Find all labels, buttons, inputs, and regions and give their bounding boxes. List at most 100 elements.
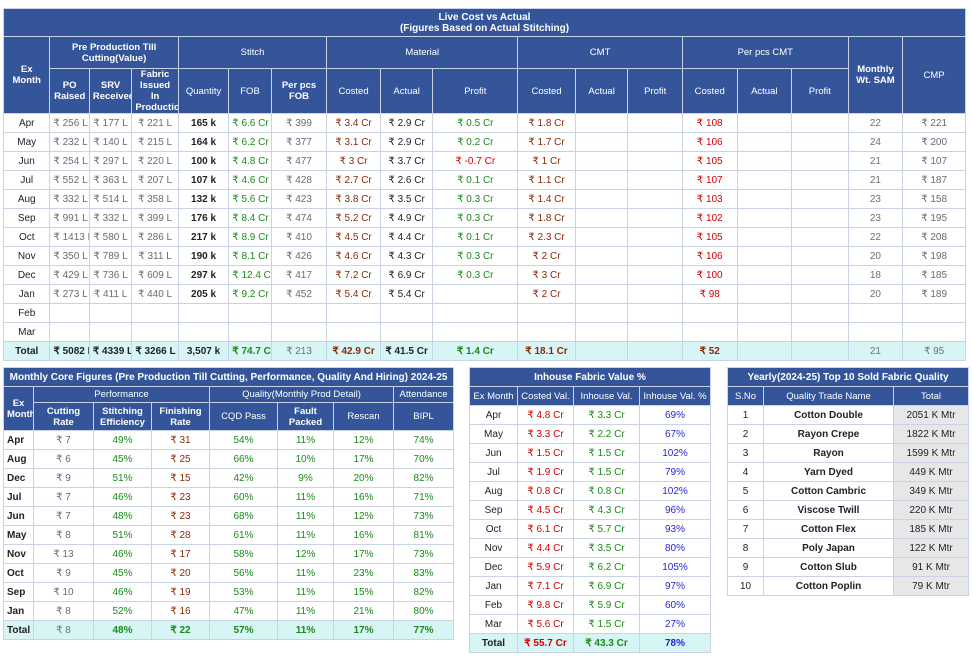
bipl-cell: 74%: [392, 430, 455, 450]
sam-cell: 21: [847, 151, 904, 171]
core-row: Oct ₹ 9 45% ₹ 20 56% 11% 23% 83%: [3, 563, 455, 583]
cmt-costed-cell: ₹ 1.7 Cr: [517, 132, 576, 152]
top10-row: 1 Cotton Double 2051 K Mtr: [727, 405, 970, 425]
quantity-cell: 132 k: [177, 189, 230, 209]
po-cell: ₹ 991 L: [49, 208, 90, 228]
quality-name-cell: Rayon: [763, 443, 894, 463]
top10-row: 10 Cotton Poplin 79 K Mtr: [727, 576, 970, 596]
total-fob-cell: ₹ 74.7 Cr: [228, 341, 272, 361]
material-actual-cell: ₹ 3.5 Cr: [379, 189, 434, 209]
fault-packed-cell: 11%: [277, 430, 334, 450]
quantity-cell: [177, 322, 230, 342]
month-cell: Mar: [469, 614, 518, 634]
stitching-eff-cell: 52%: [93, 601, 152, 621]
cutting-rate-cell: ₹ 6: [33, 449, 94, 469]
total-sam-cell: 21: [847, 341, 904, 361]
finishing-rate-cell: ₹ 16: [151, 601, 210, 621]
costed-val-cell: ₹ 1.5 Cr: [517, 443, 574, 463]
po-cell: ₹ 552 L: [49, 170, 90, 190]
main-title-text: Live Cost vs Actual: [438, 11, 531, 23]
stitching-eff-cell: 51%: [93, 525, 152, 545]
col-po-raised: PO Raised: [49, 68, 90, 114]
cmt-costed-cell: ₹ 1 Cr: [517, 151, 576, 171]
cmt-profit-cell: [627, 246, 683, 266]
top10-row: 5 Cotton Cambric 349 K Mtr: [727, 481, 970, 501]
po-cell: [49, 322, 90, 342]
quality-name-cell: Yarn Dyed: [763, 462, 894, 482]
pcs-profit-cell: [791, 284, 849, 304]
inhouse-total-row: Total ₹ 55.7 Cr ₹ 43.3 Cr 78%: [469, 633, 712, 653]
pcs-profit-cell: [791, 132, 849, 152]
live-cost-table: Live Cost vs Actual (Figures Based on Ac…: [2, 8, 966, 361]
col-pcs-costed: Costed: [681, 68, 738, 114]
sam-cell: 21: [847, 170, 904, 190]
core-col-finishing-rate: Finishing Rate: [151, 402, 210, 431]
cmt-actual-cell: [574, 284, 629, 304]
cmt-profit-cell: [627, 322, 683, 342]
month-cell: Aug: [469, 481, 518, 501]
material-costed-cell: ₹ 3 Cr: [326, 151, 381, 171]
total-mtr-cell: 122 K Mtr: [892, 538, 970, 558]
inhouse-pct-cell: 27%: [638, 614, 712, 634]
sam-cell: [847, 303, 904, 323]
total-material-profit-cell: ₹ 1.4 Cr: [432, 341, 519, 361]
col-group-material: Material: [326, 36, 519, 69]
core-row: Sep ₹ 10 46% ₹ 19 53% 11% 15% 82%: [3, 582, 455, 602]
inhouse-row: Oct ₹ 6.1 Cr ₹ 5.7 Cr 93%: [469, 519, 712, 539]
quality-name-cell: Cotton Cambric: [763, 481, 894, 501]
total-inhouse-pct-cell: 78%: [638, 633, 712, 653]
fob-cell: ₹ 4.6 Cr: [228, 170, 272, 190]
month-cell: Sep: [469, 500, 518, 520]
costed-val-cell: ₹ 4.8 Cr: [517, 405, 574, 425]
cmt-profit-cell: [627, 265, 683, 285]
top10-title: Yearly(2024-25) Top 10 Sold Fabric Quali…: [726, 367, 970, 387]
inhouse-pct-cell: 69%: [638, 405, 712, 425]
cmt-profit-cell: [627, 189, 683, 209]
stitching-eff-cell: 45%: [93, 449, 152, 469]
sam-cell: 20: [847, 284, 904, 304]
core-row: May ₹ 8 51% ₹ 28 61% 11% 16% 81%: [3, 525, 455, 545]
cmp-cell: ₹ 221: [902, 113, 966, 133]
pcs-costed-cell: ₹ 102: [681, 208, 738, 228]
pcs-costed-cell: [681, 303, 738, 323]
inhouse-pct-cell: 79%: [638, 462, 712, 482]
main-row: Jun ₹ 254 L ₹ 297 L ₹ 220 L 100 k ₹ 4.8 Cr ₹ 4…: [2, 151, 966, 171]
material-actual-cell: ₹ 2.9 Cr: [379, 113, 434, 133]
main-row: Oct ₹ 1413 L ₹ 580 L ₹ 286 L 217 k ₹ 8.9 Cr ₹ …: [2, 227, 966, 247]
total-finishing-rate-cell: ₹ 22: [151, 620, 210, 640]
fob-cell: ₹ 9.2 Cr: [228, 284, 272, 304]
cmp-cell: [902, 322, 966, 342]
total-po-cell: ₹ 5082 L: [49, 341, 90, 361]
cmt-actual-cell: [574, 113, 629, 133]
col-ex-month: Ex Month: [2, 36, 51, 114]
material-profit-cell: ₹ 0.3 Cr: [432, 265, 519, 285]
col-cmt-costed: Costed: [517, 68, 576, 114]
cmt-costed-cell: ₹ 1.8 Cr: [517, 208, 576, 228]
core-col-fault-packed: Fault Packed: [277, 402, 334, 431]
srv-cell: ₹ 177 L: [88, 113, 133, 133]
main-row: May ₹ 232 L ₹ 140 L ₹ 215 L 164 k ₹ 6.2 Cr ₹ 3…: [2, 132, 966, 152]
cqd-pass-cell: 56%: [209, 563, 278, 583]
cmt-costed-cell: ₹ 2 Cr: [517, 284, 576, 304]
top10-row: 3 Rayon 1599 K Mtr: [727, 443, 970, 463]
month-cell: Nov: [2, 246, 51, 266]
pcs-costed-cell: ₹ 103: [681, 189, 738, 209]
inhouse-val-cell: ₹ 2.2 Cr: [573, 424, 640, 444]
material-actual-cell: [379, 322, 434, 342]
total-mtr-cell: 185 K Mtr: [892, 519, 970, 539]
finishing-rate-cell: ₹ 23: [151, 487, 210, 507]
inhouse-col-costed: Costed Val.: [517, 386, 574, 406]
main-title: Live Cost vs Actual (Figures Based on Ac…: [3, 8, 966, 37]
fault-packed-cell: 11%: [277, 487, 334, 507]
sno-cell: 6: [727, 500, 764, 520]
top10-row: 4 Yarn Dyed 449 K Mtr: [727, 462, 970, 482]
inhouse-val-cell: ₹ 3.5 Cr: [573, 538, 640, 558]
cmp-cell: ₹ 195: [902, 208, 966, 228]
inhouse-val-cell: ₹ 5.7 Cr: [573, 519, 640, 539]
material-profit-cell: ₹ 0.3 Cr: [432, 189, 519, 209]
fob-cell: ₹ 5.6 Cr: [228, 189, 272, 209]
perpcs-fob-cell: ₹ 428: [270, 170, 328, 190]
inhouse-val-cell: ₹ 1.5 Cr: [573, 462, 640, 482]
stitching-eff-cell: 51%: [93, 468, 152, 488]
inhouse-pct-cell: 67%: [638, 424, 712, 444]
